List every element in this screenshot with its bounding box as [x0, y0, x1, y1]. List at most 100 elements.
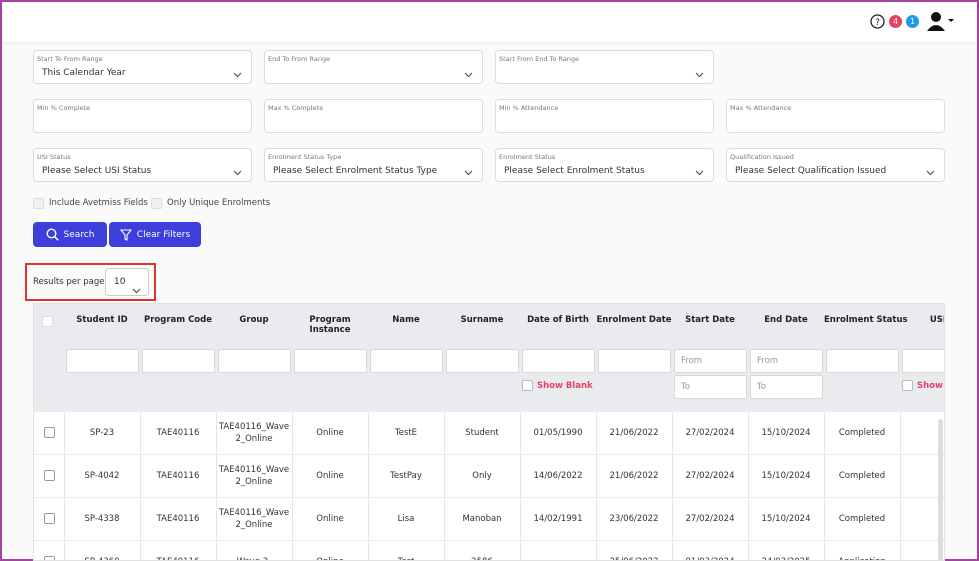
input-field[interactable]: Max % Complete	[264, 99, 483, 133]
column-divider	[824, 411, 825, 560]
row-checkbox[interactable]	[44, 513, 55, 524]
row-checkbox[interactable]	[44, 556, 55, 560]
column-filter[interactable]	[598, 349, 671, 373]
table-cell: 01/03/2024	[676, 540, 744, 561]
user-menu[interactable]	[926, 10, 956, 32]
column-filter[interactable]	[218, 349, 291, 373]
select-field[interactable]: Start To From Range This Calendar Year	[33, 50, 252, 84]
header-checkbox[interactable]	[42, 316, 53, 327]
column-divider	[140, 411, 141, 560]
select-field[interactable]: USI Status Please Select USI Status	[33, 148, 252, 182]
notification-badge[interactable]: 4	[889, 15, 902, 28]
field-value: Please Select Enrolment Status	[504, 166, 645, 176]
table-cell: Completed	[838, 427, 886, 438]
column-filter[interactable]	[446, 349, 519, 373]
table-cell: Application	[828, 540, 896, 561]
input-field[interactable]: Max % Attendance	[726, 99, 945, 133]
table-cell: 15/10/2024	[761, 470, 811, 481]
range-filter[interactable]: From	[750, 349, 823, 373]
select-field[interactable]: End To From Range	[264, 50, 483, 84]
table-cell: SP-4042	[84, 470, 120, 481]
range-filter[interactable]: From	[674, 349, 747, 373]
show-blank-label: Show Blank	[917, 381, 944, 391]
column-header[interactable]: Program Code	[143, 315, 213, 325]
range-filter[interactable]: To	[674, 375, 747, 399]
table-cell: TAE40116_Wave 2_Online	[218, 464, 290, 487]
show-blank-label: Show Blank	[537, 381, 593, 391]
field-label: Enrolment Status Type	[268, 153, 342, 161]
chevron	[464, 63, 473, 82]
column-header[interactable]: Student ID	[76, 315, 128, 325]
table-cell: TAE40116	[144, 540, 212, 561]
checkbox[interactable]	[151, 198, 162, 209]
chevron	[695, 63, 704, 82]
column-filter[interactable]	[294, 349, 367, 373]
table-cell: Online	[316, 470, 344, 481]
input-field[interactable]: Min % Complete	[33, 99, 252, 133]
column-header[interactable]: Enrolment Date	[596, 315, 672, 325]
column-filter[interactable]	[370, 349, 443, 373]
column-header[interactable]: Name	[392, 315, 420, 325]
row-checkbox[interactable]	[44, 470, 55, 481]
select-field[interactable]: Enrolment Status Type Please Select Enrol…	[264, 148, 483, 182]
field-label: Start From End To Range	[499, 55, 580, 63]
table-cell: 27/02/2024	[685, 470, 735, 481]
table-cell: 2586	[448, 540, 516, 561]
table-cell: Manoban	[462, 513, 502, 524]
table-cell: Completed	[838, 513, 886, 524]
column-filter[interactable]	[66, 349, 139, 373]
select-field[interactable]: Qualification Issued Please Select Qualif…	[726, 148, 945, 182]
range-filter[interactable]: To	[750, 375, 823, 399]
column-header[interactable]: Start Date	[685, 315, 735, 325]
table-cell: Student	[465, 427, 499, 438]
column-filter[interactable]	[522, 349, 595, 373]
column-header[interactable]: Enrolment Status	[824, 315, 908, 325]
results-value: 10	[114, 277, 126, 287]
show-blank-checkbox[interactable]	[522, 380, 533, 391]
row-checkbox[interactable]	[44, 427, 55, 438]
message-badge[interactable]: 1	[906, 15, 919, 28]
select-field[interactable]: Enrolment Status Please Select Enrolment …	[495, 148, 714, 182]
help-icon[interactable]: ?	[870, 14, 885, 29]
select-field[interactable]: Start From End To Range	[495, 50, 714, 84]
table-cell: Only	[472, 470, 492, 481]
table-cell: SP-23	[89, 427, 115, 438]
table-cell: TAE40116	[156, 427, 200, 438]
column-header[interactable]: Program Instance	[309, 315, 351, 335]
column-header[interactable]: USI	[929, 315, 945, 325]
table-cell: SP-4338	[84, 513, 120, 524]
checkbox-label: Only Unique Enrolments	[167, 198, 271, 208]
results-label: Results per page	[33, 277, 105, 287]
chevron	[233, 161, 242, 180]
table-cell: 25/06/2022	[600, 540, 668, 561]
row-divider	[34, 540, 944, 541]
column-divider	[368, 411, 369, 560]
table-cell: 21/06/2022	[609, 470, 659, 481]
checkbox[interactable]	[33, 198, 44, 209]
field-value: Please Select Qualification Issued	[735, 166, 887, 176]
field-value: Please Select USI Status	[42, 166, 152, 176]
field-label: Min % Complete	[37, 104, 91, 112]
table-cell: TAE40116	[156, 470, 200, 481]
column-filter[interactable]	[902, 349, 944, 373]
table-cell: 21/06/2022	[609, 427, 659, 438]
search-button[interactable]: Search	[33, 222, 107, 247]
column-divider	[520, 411, 521, 560]
table-cell: Lisa	[397, 513, 415, 524]
column-header[interactable]: End Date	[764, 315, 808, 325]
column-divider	[64, 411, 65, 560]
column-filter[interactable]	[142, 349, 215, 373]
clear-filters-button[interactable]: Clear Filters	[109, 222, 201, 247]
chevron	[926, 161, 935, 180]
column-filter[interactable]	[826, 349, 899, 373]
column-header[interactable]: Surname	[460, 315, 504, 325]
results-select[interactable]: 10	[105, 268, 149, 296]
checkbox-label: Include Avetmiss Fields	[49, 198, 148, 208]
column-header[interactable]: Date of Birth	[527, 315, 589, 325]
show-blank-checkbox[interactable]	[902, 380, 913, 391]
row-divider	[34, 454, 944, 455]
input-field[interactable]: Min % Attendance	[495, 99, 714, 133]
column-header[interactable]: Group	[239, 315, 269, 325]
table-cell: 23/06/2022	[609, 513, 659, 524]
